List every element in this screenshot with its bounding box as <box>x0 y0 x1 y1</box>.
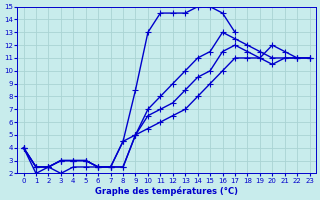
X-axis label: Graphe des températures (°C): Graphe des températures (°C) <box>95 186 238 196</box>
